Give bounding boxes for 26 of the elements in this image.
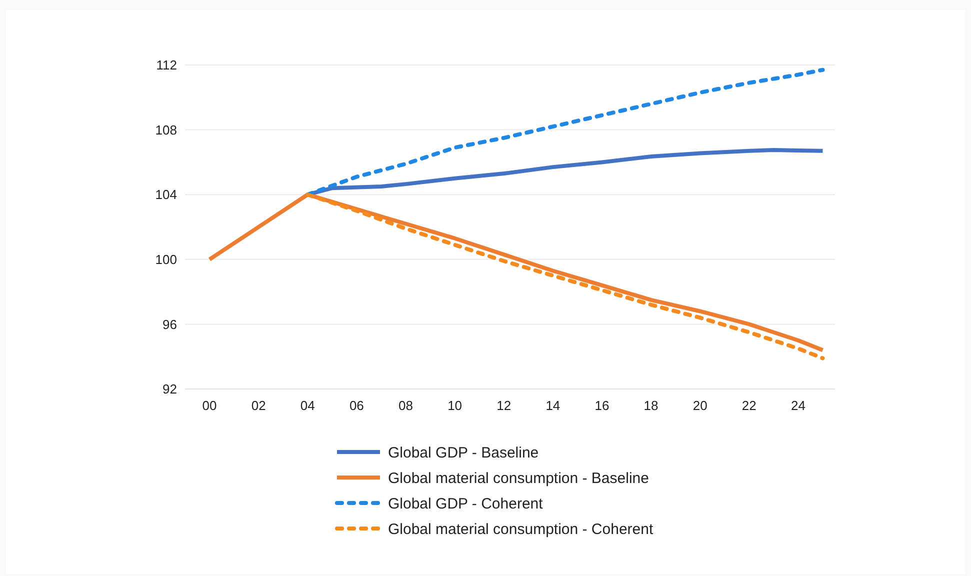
x-tick-label: 24 xyxy=(790,398,806,413)
y-tick-label: 112 xyxy=(156,58,177,73)
x-tick-label: 00 xyxy=(202,398,217,413)
x-tick-label: 08 xyxy=(398,398,413,413)
x-tick-label: 22 xyxy=(742,398,756,413)
y-tick-label: 96 xyxy=(162,316,177,332)
x-tick-label: 16 xyxy=(594,398,610,413)
legend-label: Global material consumption - Coherent xyxy=(388,520,654,538)
x-tick-label: 12 xyxy=(496,398,512,413)
y-tick-label: 92 xyxy=(162,382,177,397)
y-tick-label: 104 xyxy=(155,187,177,202)
x-tick-label: 20 xyxy=(692,398,708,413)
y-tick-label: 108 xyxy=(155,122,177,138)
x-tick-label: 14 xyxy=(546,398,560,413)
legend-label: Global GDP - Baseline xyxy=(388,444,539,462)
x-tick-label: 06 xyxy=(349,398,364,413)
y-tick-label: 100 xyxy=(155,252,177,267)
line-series xyxy=(306,192,825,360)
x-tick-label: 04 xyxy=(300,398,315,413)
x-tick-label: 02 xyxy=(251,398,266,413)
line-series xyxy=(208,192,825,352)
x-tick-label: 18 xyxy=(644,398,658,413)
line-series xyxy=(306,68,825,197)
legend-label: Global GDP - Coherent xyxy=(388,495,544,512)
x-tick-label: 10 xyxy=(448,398,462,413)
legend-label: Global material consumption - Baseline xyxy=(388,470,649,487)
